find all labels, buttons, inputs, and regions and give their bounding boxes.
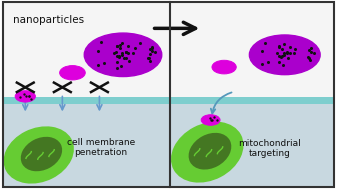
Bar [3,97,170,104]
Circle shape [60,66,85,80]
Text: cell membrane
penetration: cell membrane penetration [67,138,135,157]
Circle shape [249,35,320,75]
Circle shape [212,60,236,74]
Bar [170,2,334,100]
Circle shape [201,115,220,125]
Bar [3,100,170,187]
Bar [3,2,170,100]
Ellipse shape [189,133,231,170]
Ellipse shape [21,137,62,171]
Text: mitochondrial
targeting: mitochondrial targeting [238,139,301,158]
Ellipse shape [172,122,243,182]
Bar [170,97,334,104]
Bar [170,100,334,187]
Circle shape [84,33,162,77]
Text: nanoparticles: nanoparticles [13,15,85,25]
Ellipse shape [4,127,73,183]
Circle shape [15,91,35,102]
